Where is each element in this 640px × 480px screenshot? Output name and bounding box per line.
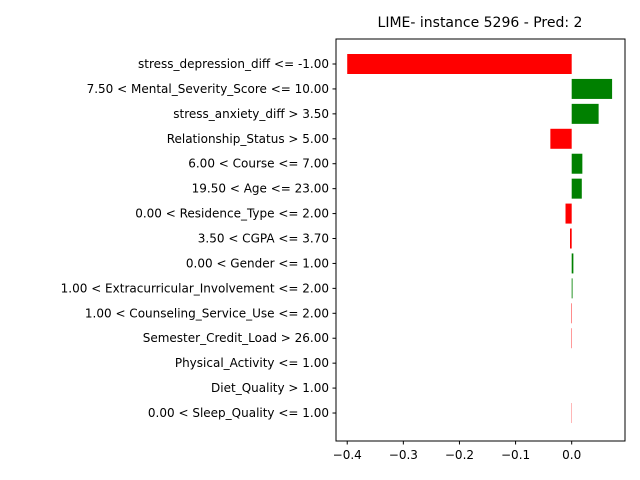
y-tick-label-3: Relationship_Status > 5.00 <box>167 132 329 146</box>
y-tick-label-9: 1.00 < Extracurricular_Involvement <= 2.… <box>61 281 329 295</box>
y-tick-label-0: stress_depression_diff <= -1.00 <box>138 57 329 71</box>
bar-2 <box>571 103 599 124</box>
y-tick-label-1: 7.50 < Mental_Severity_Score <= 10.00 <box>87 82 329 96</box>
chart-title: LIME- instance 5296 - Pred: 2 <box>378 15 583 31</box>
y-tick-label-6: 0.00 < Residence_Type <= 2.00 <box>135 207 329 221</box>
bar-0 <box>347 54 572 74</box>
y-tick-label-4: 6.00 < Course <= 7.00 <box>188 157 329 171</box>
bar-6 <box>565 203 572 224</box>
x-tick-label-1: −0.3 <box>389 448 418 462</box>
bars-group <box>347 54 613 424</box>
y-tick-labels: stress_depression_diff <= -1.00 7.50 < Me… <box>61 57 336 420</box>
bar-7 <box>570 228 572 249</box>
x-tick-label-4: 0.0 <box>562 448 581 462</box>
y-tick-label-13: Diet_Quality > 1.00 <box>211 381 329 395</box>
y-tick-label-2: stress_anxiety_diff > 3.50 <box>173 107 329 121</box>
y-tick-label-12: Physical_Activity <= 1.00 <box>175 356 329 370</box>
bar-8 <box>571 253 574 274</box>
bar-9 <box>571 278 573 299</box>
y-tick-label-14: 0.00 < Sleep_Quality <= 1.00 <box>148 406 329 420</box>
y-tick-label-11: Semester_Credit_Load > 26.00 <box>143 331 329 345</box>
bar-5 <box>571 178 582 199</box>
x-tick-label-3: −0.1 <box>501 448 530 462</box>
bar-4 <box>571 153 583 174</box>
plot-frame <box>335 38 626 442</box>
y-tick-label-7: 3.50 < CGPA <= 3.70 <box>198 232 329 246</box>
bar-3 <box>550 128 572 149</box>
y-tick-label-10: 1.00 < Counseling_Service_Use <= 2.00 <box>85 306 329 320</box>
y-tick-label-8: 0.00 < Gender <= 1.00 <box>186 256 329 270</box>
x-tick-label-0: −0.4 <box>333 448 362 462</box>
x-tick-label-2: −0.2 <box>445 448 474 462</box>
x-axis: −0.4 −0.3 −0.2 −0.1 0.0 <box>333 441 581 462</box>
bar-1 <box>571 78 613 99</box>
y-tick-label-5: 19.50 < Age <= 23.00 <box>192 182 329 196</box>
